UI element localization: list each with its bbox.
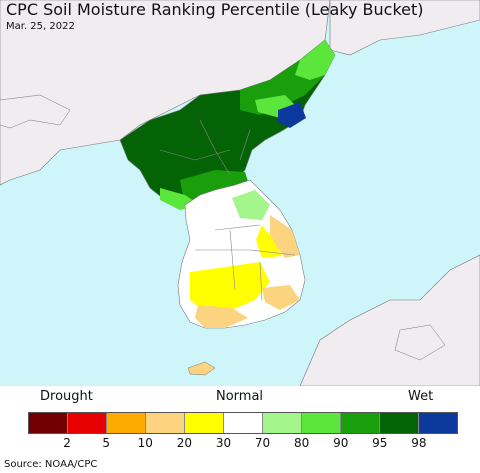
- legend-normal-label: Normal: [216, 389, 264, 404]
- japan-land: [299, 254, 480, 386]
- legend-tick-label: 20: [176, 436, 192, 450]
- legend-tick-label: 95: [372, 436, 388, 450]
- province-borders: [159, 119, 296, 301]
- legend-tick-label: 30: [215, 436, 232, 450]
- legend-swatch: [263, 413, 302, 433]
- legend-wet-label: Wet: [408, 389, 434, 404]
- legend-ticks: 2 5 10 20 30 70 80 90 95 98: [28, 436, 458, 452]
- source-label: Source: NOAA/CPC: [4, 459, 98, 470]
- japan-island: [394, 324, 446, 361]
- page-title: CPC Soil Moisture Ranking Percentile (Le…: [6, 0, 424, 19]
- legend-color-bar: [28, 412, 458, 434]
- legend-swatch: [146, 413, 185, 433]
- date-label: Mar. 25, 2022: [6, 21, 75, 32]
- sk-lightorange-south: [195, 305, 248, 328]
- soil-moisture-map: [0, 0, 480, 386]
- legend-tick-label: 90: [333, 436, 349, 450]
- legend-swatch: [419, 413, 457, 433]
- legend-swatch: [29, 413, 68, 433]
- legend-swatch: [302, 413, 341, 433]
- legend-swatch: [224, 413, 263, 433]
- legend-swatch: [341, 413, 380, 433]
- liaodong-land: [0, 94, 71, 129]
- nk-green-south: [180, 170, 250, 205]
- jeju: [187, 361, 216, 376]
- sk-yellow-south: [190, 262, 270, 312]
- nk-lightgreen-north: [295, 40, 335, 80]
- sk-lightgreen: [232, 190, 270, 220]
- sk-yellow-east: [256, 225, 282, 258]
- legend-swatch: [380, 413, 419, 433]
- legend-tick-label: 80: [293, 436, 310, 450]
- legend-swatch: [68, 413, 107, 433]
- sk-lightorange-se: [262, 285, 300, 310]
- legend-drought-label: Drought: [40, 389, 93, 404]
- legend-panel: Drought Normal Wet 2 5 10 20 30 70 80 90 95 98 So…: [0, 386, 480, 473]
- russia-land: [329, 0, 480, 56]
- legend-tick-label: 98: [411, 436, 427, 450]
- legend-swatch: [185, 413, 224, 433]
- legend-swatch: [107, 413, 146, 433]
- legend-tick-label: 2: [63, 436, 71, 450]
- nk-blue: [278, 102, 306, 128]
- sk-lightorange-east: [270, 215, 300, 258]
- legend-tick-label: 5: [102, 436, 110, 450]
- legend-tick-label: 70: [254, 436, 271, 450]
- legend-tick-label: 10: [137, 436, 153, 450]
